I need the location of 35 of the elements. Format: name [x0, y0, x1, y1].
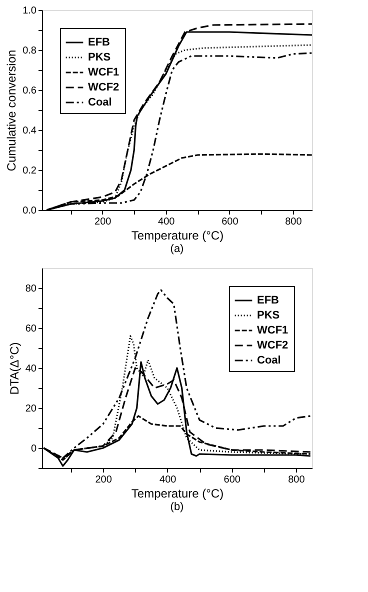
x-axis-title: Temperature (°C) [131, 228, 224, 242]
x-tick-label: 200 [95, 474, 112, 486]
legend-label: PKS [257, 310, 280, 322]
x-tick-label: 600 [224, 474, 241, 486]
y-tick-label: 20 [25, 404, 37, 414]
y-tick-label: 0 [30, 444, 37, 454]
legend-label: EFB [88, 36, 110, 48]
legend-label: WCF2 [88, 82, 120, 94]
x-tick-label: 200 [94, 216, 112, 228]
y-tick-label: 0.8 [22, 46, 37, 56]
text: (b) [170, 501, 184, 513]
y-axis-title: DTA(Δ°C) [7, 342, 22, 395]
x-tick-label: 800 [285, 216, 302, 228]
legend-label: Coal [257, 354, 281, 366]
legend-label: WCF1 [257, 324, 288, 336]
y-tick-label: 0.6 [22, 86, 37, 96]
legend-label: WCF1 [88, 66, 120, 78]
y-axis-title: Cumulative conversion [4, 50, 19, 172]
text: (a) [170, 243, 184, 255]
legend-label: Coal [88, 96, 112, 108]
x-tick-label: 800 [288, 474, 306, 486]
legend-label: PKS [88, 52, 111, 64]
x-tick-label: 400 [160, 474, 177, 486]
x-tick-label: 400 [158, 216, 176, 228]
y-tick-label: 80 [25, 284, 37, 294]
y-tick-label: 40 [25, 364, 37, 374]
y-tick-label: 0.2 [22, 166, 37, 176]
y-tick-label: 0.0 [22, 206, 37, 216]
y-tick-label: 1.0 [22, 6, 37, 16]
legend-label: WCF2 [257, 340, 288, 352]
x-tick-label: 600 [222, 216, 239, 228]
x-axis-title: Temperature (°C) [131, 486, 224, 500]
y-tick-label: 0.4 [22, 126, 37, 136]
legend-label: EFB [257, 294, 280, 306]
y-tick-label: 60 [25, 324, 37, 334]
